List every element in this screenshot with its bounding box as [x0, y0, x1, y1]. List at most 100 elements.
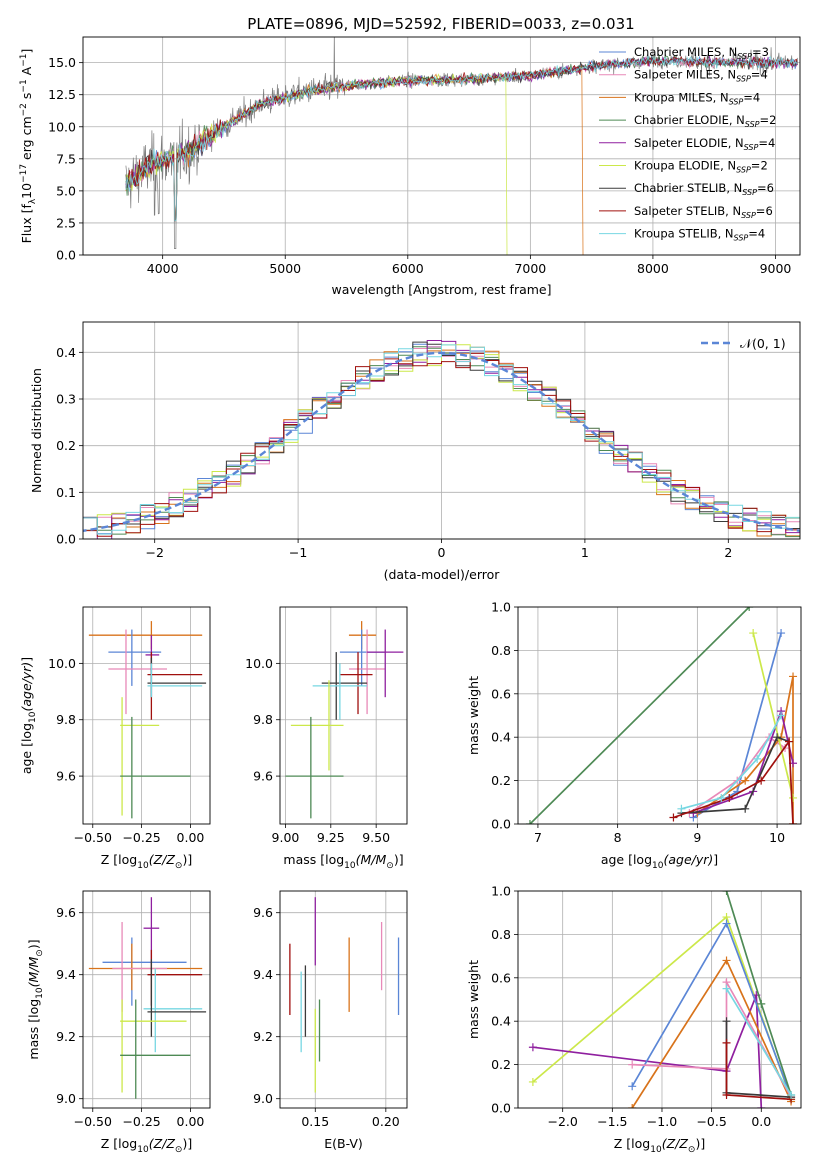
axes-frame: [82, 890, 211, 1109]
y-tick-label: 0.0: [56, 248, 76, 263]
mass-weight-marker: [777, 711, 786, 720]
mass-weight-marker: [757, 776, 766, 785]
mass-weight-marker: [757, 999, 766, 1008]
mass-weight-marker: [749, 629, 758, 638]
x-tick-label: 7: [534, 830, 542, 845]
mass-weight-marker: [741, 804, 750, 813]
axes-frame: [279, 890, 408, 1109]
mass-weight-marker: [722, 891, 731, 895]
x-tick-label: 8: [614, 830, 622, 845]
y-tick-label: 0.4: [56, 345, 76, 360]
y-tick-label: 10.0: [48, 119, 76, 134]
x-tick-label: 9: [693, 830, 701, 845]
legend-entry: Chabrier STELIB, NSSP=6: [634, 181, 774, 197]
axes-frame: [517, 606, 802, 825]
legend-series-name: Kroupa ELODIE: [634, 159, 720, 173]
mass-weight-marker: [722, 1017, 731, 1026]
x-tick-label: −0.5: [696, 1114, 726, 1129]
y-tick-label: 0.6: [491, 970, 511, 985]
x-tick-label: −0.50: [74, 1114, 112, 1129]
legend-entry: Kroupa ELODIE, NSSP=2: [634, 159, 768, 175]
y-tick-label: 9.4: [56, 967, 76, 982]
legend-entry: Chabrier MILES, NSSP=3: [634, 45, 769, 61]
y-axis-label: mass weight: [466, 676, 481, 755]
x-axis-label: mass [log10(M/M⊙)]: [283, 852, 403, 871]
axes-frame: [82, 36, 801, 256]
y-axis-label: mass [log10(M/M⊙)]: [26, 939, 45, 1059]
mass-weight-marker: [789, 793, 798, 802]
y-tick-label: 7.5: [56, 151, 76, 166]
x-tick-label: −0.50: [74, 830, 112, 845]
y-tick-label: 9.4: [253, 967, 273, 982]
legend-entry: Chabrier ELODIE, NSSP=2: [634, 113, 776, 129]
y-tick-label: 9.6: [253, 905, 273, 920]
x-tick-label: −2: [145, 545, 163, 560]
legend-nssp-value: 4: [760, 68, 767, 82]
mass-weight-marker: [789, 820, 798, 824]
x-tick-label: −1.0: [647, 1114, 677, 1129]
mass-weight-line: [693, 708, 794, 814]
x-axis-label: age [log10(age/yr)]: [601, 852, 718, 871]
mass-weight-marker: [777, 629, 786, 638]
legend-nssp-value: 6: [767, 181, 774, 195]
axes-mass-weight-vs-Z: −2.0 −1.5 −1.0 −0.5 0.0 0.0 0.2 0.4 0.6 0.8 1.0 Z […: [466, 884, 802, 1155]
plot-area-age-vs-mass: [285, 621, 404, 819]
x-tick-label: 9.50: [362, 830, 390, 845]
mass-weight-line: [532, 994, 763, 1108]
y-tick-label: 0.8: [491, 643, 511, 658]
x-tick-label: −0.25: [122, 1114, 160, 1129]
mass-weight-line: [725, 988, 792, 1096]
x-tick-label: 0: [438, 545, 446, 560]
x-tick-label: −0.25: [122, 830, 160, 845]
plot-area-spectrum: [125, 37, 798, 255]
x-tick-label: 9000: [760, 261, 792, 276]
axes-frame: [82, 321, 801, 540]
y-tick-label: 0.4: [491, 1014, 511, 1029]
axes-frame: [517, 890, 802, 1109]
axes-age-vs-mass: 9.00 9.25 9.50 9.6 9.8 10.0 mass [log10(M/M⊙)]: [245, 606, 408, 871]
mass-weight-marker: [785, 737, 794, 746]
mass-weight-marker: [628, 1104, 637, 1108]
y-tick-label: 0.0: [491, 817, 511, 832]
legend-series-name: Salpeter ELODIE: [634, 136, 728, 150]
legend-entry: Kroupa MILES, NSSP=4: [634, 90, 760, 106]
x-axis-label: Z [log10(Z/Z⊙)]: [614, 1136, 705, 1155]
axes-frame: [82, 606, 211, 825]
legend-entry: Salpeter STELIB, NSSP=6: [634, 204, 773, 220]
legend-entry: Salpeter MILES, NSSP=4: [634, 68, 768, 84]
plot-area-mass-vs-EBV: [289, 897, 400, 1093]
mass-weight-marker: [628, 1060, 637, 1069]
y-axis-label: mass weight: [466, 960, 481, 1039]
mass-weight-line: [681, 736, 790, 814]
mass-weight-marker: [528, 1043, 537, 1052]
x-tick-label: −1.5: [597, 1114, 627, 1129]
mass-weight-line: [752, 632, 794, 799]
mass-weight-marker: [725, 793, 734, 802]
x-tick-label: 0.20: [372, 1114, 400, 1129]
mass-weight-marker: [677, 804, 686, 813]
y-tick-label: 0.2: [491, 1057, 511, 1072]
mass-weight-marker: [717, 793, 726, 802]
legend-entry: 𝒩(0, 1): [740, 336, 786, 351]
y-tick-label: 9.2: [56, 1029, 76, 1044]
axes-age-vs-Z: −0.50 −0.25 0.00 9.6 9.8 10.0 Z [log10(Z/Z⊙)] a…: [19, 606, 211, 871]
mass-weight-marker: [722, 1038, 731, 1047]
figure-title: PLATE=0896, MJD=52592, FIBERID=0033, z=0…: [247, 15, 634, 33]
mass-weight-marker: [787, 1090, 796, 1099]
mass-weight-marker: [722, 984, 731, 993]
x-axis-label: E(B-V): [324, 1136, 363, 1151]
legend-series-name: Chabrier MILES: [634, 45, 721, 59]
mass-weight-marker: [525, 820, 534, 824]
legend-series-name: Salpeter STELIB: [634, 204, 725, 218]
mass-weight-marker: [741, 776, 750, 785]
mass-weight-marker: [628, 1082, 637, 1091]
x-tick-label: 10: [769, 830, 785, 845]
x-tick-label: 0.00: [177, 1114, 205, 1129]
legend-nssp-value: 2: [760, 159, 767, 173]
x-tick-label: 4000: [147, 261, 179, 276]
mass-weight-marker: [528, 1077, 537, 1086]
legend-series-name: Kroupa STELIB: [634, 227, 718, 241]
x-tick-label: −1: [289, 545, 307, 560]
mass-weight-line: [529, 607, 750, 824]
